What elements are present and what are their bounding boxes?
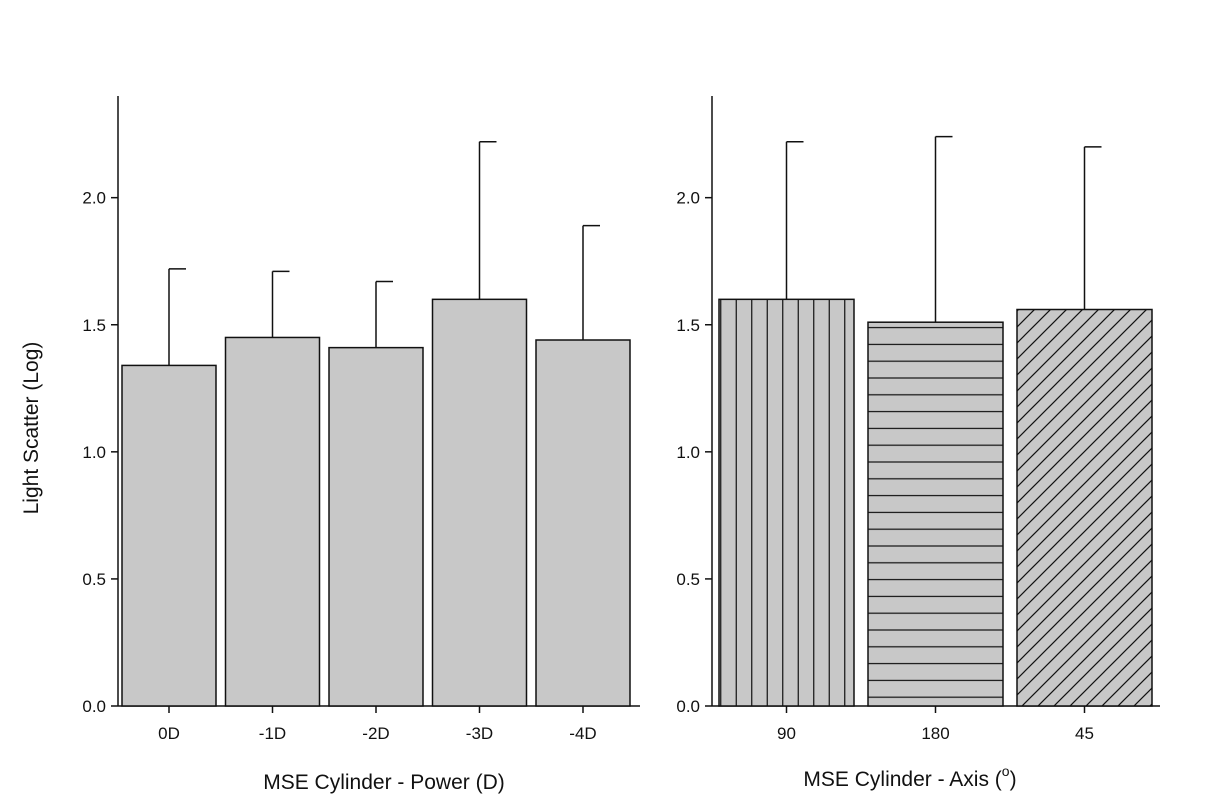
y-tick-label: 0.5 bbox=[676, 570, 700, 589]
degree-superscript: o bbox=[1002, 763, 1010, 779]
bar bbox=[718, 298, 855, 707]
y-tick-label: 0.0 bbox=[676, 697, 700, 716]
y-tick-label: 1.0 bbox=[82, 443, 106, 462]
y-tick-label: 1.5 bbox=[82, 316, 106, 335]
x-axis-label: MSE Cylinder - Axis (o) bbox=[803, 763, 1016, 791]
x-tick-label: -3D bbox=[466, 724, 493, 743]
bar bbox=[121, 364, 217, 707]
bar bbox=[328, 346, 424, 707]
y-tick-label: 2.0 bbox=[676, 189, 700, 208]
bar bbox=[535, 339, 631, 707]
x-axis-label-main: MSE Cylinder - Axis ( bbox=[803, 768, 1001, 791]
y-tick-label: 1.0 bbox=[676, 443, 700, 462]
y-tick-label: 0.0 bbox=[82, 697, 106, 716]
x-tick-label: 0D bbox=[158, 724, 180, 743]
bar bbox=[431, 298, 528, 707]
x-axis-label: MSE Cylinder - Power (D) bbox=[263, 771, 505, 794]
x-tick-label: 180 bbox=[921, 724, 949, 743]
y-tick-label: 2.0 bbox=[82, 189, 106, 208]
x-tick-label: 90 bbox=[777, 724, 796, 743]
x-tick-label: -2D bbox=[362, 724, 389, 743]
x-tick-label: -1D bbox=[259, 724, 286, 743]
chart-axis: MSE Cylinder - Axis (o) 0.0 0.5 1.0 1.5 2.0 9… bbox=[676, 96, 1160, 791]
chart-power: Light Scatter (Log) MSE Cylinder - Power… bbox=[20, 96, 640, 794]
x-tick-label: 45 bbox=[1075, 724, 1094, 743]
bar bbox=[867, 321, 1004, 707]
bar bbox=[224, 336, 321, 707]
y-axis-label: Light Scatter (Log) bbox=[20, 342, 43, 515]
bar bbox=[1016, 308, 1153, 707]
y-tick-label: 0.5 bbox=[82, 570, 106, 589]
x-tick-label: -4D bbox=[569, 724, 596, 743]
y-tick-label: 1.5 bbox=[676, 316, 700, 335]
x-axis-label-end: ) bbox=[1010, 768, 1017, 791]
